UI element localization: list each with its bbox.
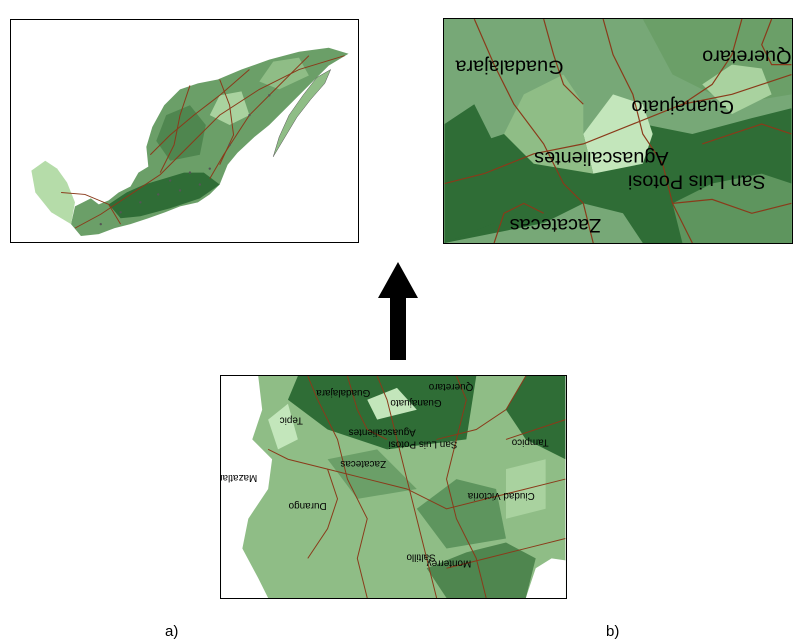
region-dark-bottom-right	[505, 376, 566, 460]
source-map-panel: Guadalajara Queretaro Guanajuato Tepic A…	[220, 375, 567, 599]
overview-map-panel	[10, 19, 359, 243]
zoomed-map: Guadalajara Queretaro Guanajuato Aguasca…	[444, 19, 792, 243]
label-saltillo: Saltillo	[406, 551, 436, 562]
sea-right	[525, 558, 566, 598]
zoomed-city-labels: Guadalajara Queretaro Guanajuato Aguasca…	[455, 46, 792, 236]
caption-a: a)	[165, 623, 179, 640]
label-monterrey: Monterrey	[427, 557, 472, 568]
label-ciudad-victoria: Ciudad Victoria	[467, 490, 534, 501]
region-pale-bottom	[367, 387, 417, 420]
label-durango: Durango	[288, 500, 326, 511]
zoomed-map-panel: Guadalajara Queretaro Guanajuato Aguasca…	[443, 18, 793, 244]
label-zoom-queretaro: Queretaro	[702, 46, 791, 68]
caption-b: b)	[606, 623, 620, 640]
label-zoom-guadalajara: Guadalajara	[455, 56, 564, 78]
label-guadalajara: Guadalajara	[316, 387, 370, 398]
source-map: Guadalajara Queretaro Guanajuato Tepic A…	[221, 376, 566, 598]
label-zoom-guanajuato: Guanajuato	[632, 95, 734, 117]
landmass-south	[31, 160, 75, 225]
region-dark-right	[444, 104, 495, 243]
label-zacatecas: Zacatecas	[340, 458, 386, 469]
region-pale-center	[583, 94, 653, 174]
label-tampico: Tampico	[511, 436, 548, 447]
road-network	[267, 376, 566, 598]
city-dots	[99, 94, 271, 226]
source-city-labels: Guadalajara Queretaro Guanajuato Tepic A…	[221, 381, 549, 568]
road-network	[444, 19, 792, 243]
region-mid-center	[327, 449, 417, 499]
label-aguascalientes: Aguascalientes	[349, 427, 416, 438]
region-mid	[416, 479, 506, 549]
road-network	[61, 55, 345, 229]
overview-map	[31, 47, 349, 237]
region-dark	[108, 172, 220, 219]
sea-left	[221, 376, 273, 598]
region-dark-top	[426, 542, 536, 598]
peninsula	[272, 68, 332, 157]
region-light	[259, 57, 309, 90]
label-tepic: Tepic	[280, 415, 303, 426]
label-san-luis-potosi: San Luis Potosi	[389, 438, 458, 449]
label-zoom-zacatecas: Zacatecas	[510, 214, 601, 236]
label-zoom-aguascalientes: Aguascalientes	[534, 147, 668, 169]
label-queretaro: Queretaro	[428, 381, 473, 392]
up-arrow-icon	[378, 262, 418, 360]
region-pale-left	[268, 403, 298, 450]
label-guanajuato: Guanajuato	[390, 397, 442, 408]
label-zoom-san-luis-potosi: San Luis Potosi	[628, 171, 766, 193]
region-light-center	[504, 74, 594, 174]
label-mazatlan: Mazatlan	[221, 472, 257, 483]
region-mid-top	[672, 173, 792, 243]
region-mid	[156, 105, 206, 161]
